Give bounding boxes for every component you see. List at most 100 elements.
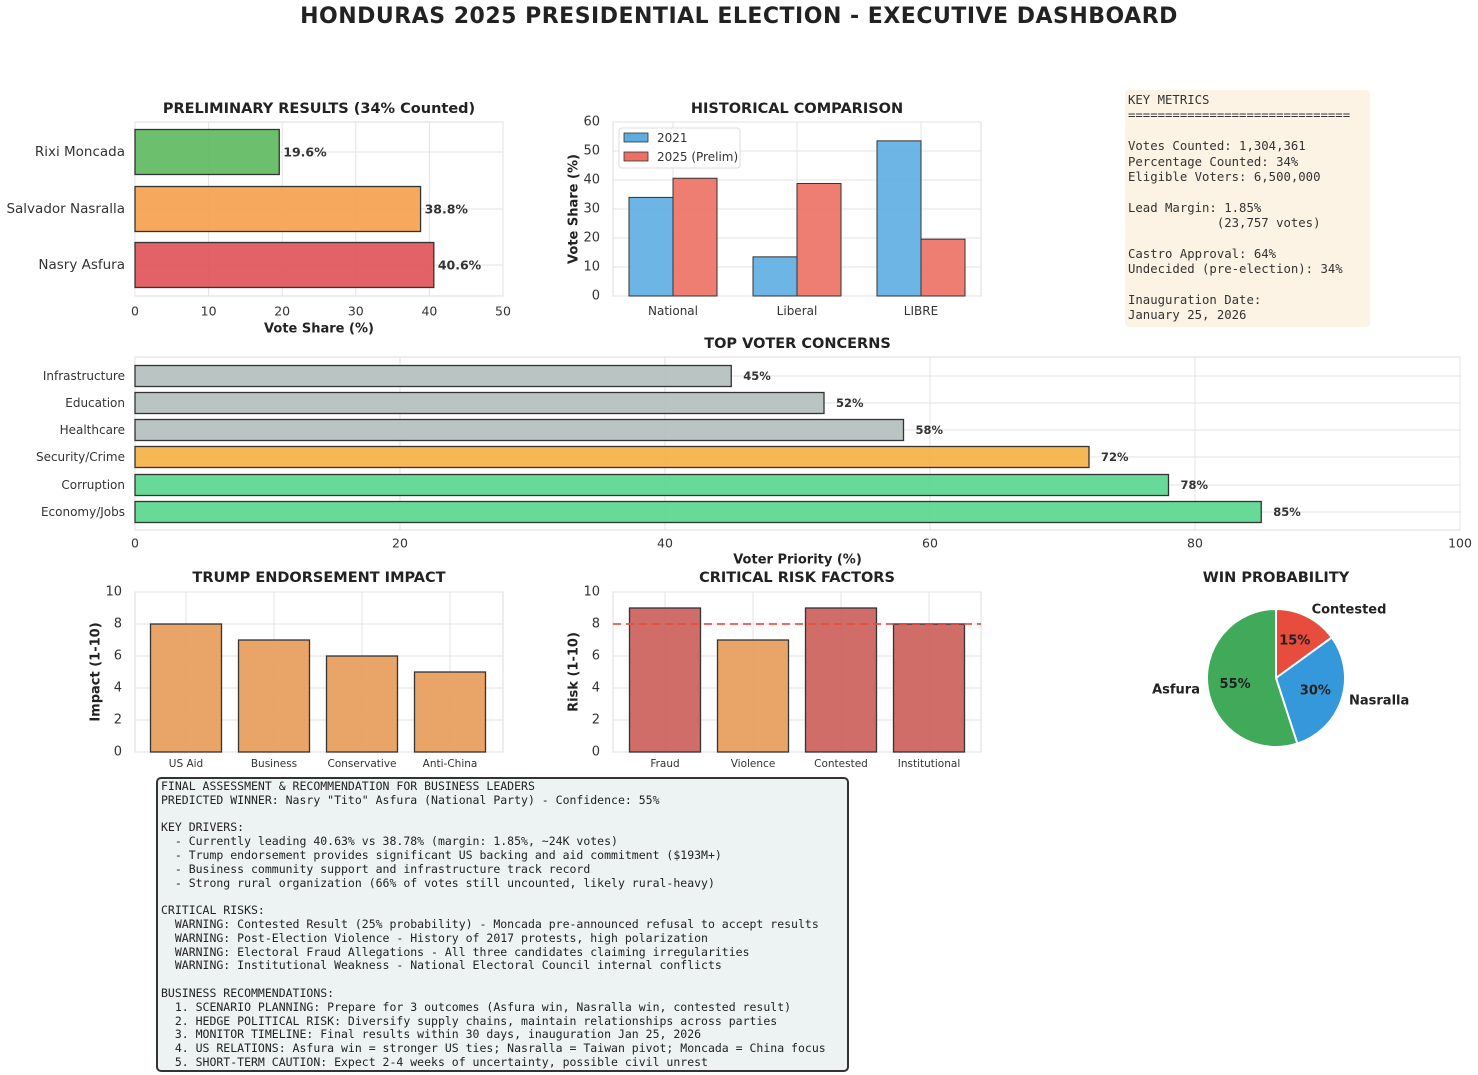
- x-tick-label: 60: [922, 536, 938, 551]
- value-label: 58%: [916, 423, 944, 437]
- y-axis-label: Vote Share (%): [567, 154, 582, 264]
- x-tick-label: 40: [421, 304, 437, 319]
- x-tick-label: Institutional: [898, 758, 961, 770]
- bar-economy-jobs: [134, 500, 1262, 524]
- assessment-line: [161, 973, 847, 987]
- x-tick-label: 40: [657, 536, 673, 551]
- dashboard-title: HONDURAS 2025 PRESIDENTIAL ELECTION - EX…: [300, 4, 1178, 29]
- category-label: Healthcare: [60, 423, 125, 437]
- assessment-line: 1. SCENARIO PLANNING: Prepare for 3 outc…: [161, 999, 792, 1014]
- value-label: 78%: [1181, 478, 1209, 492]
- y-tick-label: 6: [114, 649, 122, 664]
- y-axis-label: Risk (1-10): [567, 632, 582, 712]
- y-tick-label: 4: [114, 681, 122, 696]
- y-tick-label: 40: [583, 173, 600, 188]
- chart-title: WIN PROBABILITY: [1203, 570, 1350, 586]
- value-label: 40.6%: [438, 258, 482, 273]
- x-axis-label: Voter Priority (%): [733, 553, 862, 568]
- value-label: 72%: [1101, 450, 1129, 464]
- metrics-line: [1128, 232, 1370, 247]
- y-tick-label: 0: [114, 745, 122, 760]
- x-tick-label: 50: [495, 304, 511, 319]
- chart-title: CRITICAL RISK FACTORS: [699, 570, 895, 586]
- legend-label: 2025 (Prelim): [657, 150, 738, 164]
- bar-corruption: [134, 473, 1170, 497]
- x-tick-label: Violence: [731, 758, 776, 770]
- category-label: Salvador Nasralla: [6, 201, 125, 217]
- bar-security-crime: [134, 445, 1090, 469]
- bar-conservative: [325, 655, 399, 753]
- assessment-line: - Trump endorsement provides significant…: [161, 847, 722, 862]
- key-metrics-panel: KEY METRICS =============================…: [1125, 90, 1370, 327]
- assessment-line: WARNING: Contested Result (25% probabili…: [161, 916, 819, 931]
- category-label: Corruption: [61, 478, 125, 492]
- x-tick-label: Contested: [814, 758, 868, 770]
- metrics-line: Votes Counted: 1,304,361: [1128, 139, 1306, 154]
- y-axis-label: Impact (1-10): [89, 622, 104, 721]
- assessment-line: 2. HEDGE POLITICAL RISK: Diversify suppl…: [161, 1013, 778, 1028]
- assessment-line: 3. MONITOR TIMELINE: Final results withi…: [161, 1027, 702, 1042]
- chart-title: HISTORICAL COMPARISON: [691, 101, 903, 117]
- bar-infrastructure: [134, 364, 732, 388]
- x-tick-label: Liberal: [777, 304, 818, 318]
- bar-salvador-nasralla: [134, 185, 422, 233]
- bar-contested: [804, 607, 878, 753]
- y-tick-label: 8: [592, 617, 600, 632]
- legend: [618, 127, 741, 169]
- y-tick-label: 10: [583, 260, 600, 275]
- category-label: Economy/Jobs: [41, 505, 125, 519]
- pie-percent-label: 55%: [1220, 677, 1251, 692]
- value-label: 52%: [836, 396, 864, 410]
- bar-liberal-2025: [796, 182, 842, 297]
- metrics-line: ==============================: [1128, 108, 1351, 123]
- bar-education: [134, 391, 825, 415]
- legend-swatch: [623, 151, 649, 162]
- pie-category-label: Asfura: [1152, 683, 1200, 698]
- bar-us aid: [149, 623, 223, 753]
- x-tick-label: Business: [251, 758, 297, 770]
- legend-swatch: [623, 132, 649, 143]
- legend-label: 2021: [657, 131, 688, 145]
- metrics-line: January 25, 2026: [1128, 308, 1247, 323]
- metrics-line: Castro Approval: 64%: [1128, 246, 1277, 261]
- assessment-line: PREDICTED WINNER: Nasry "Tito" Asfura (N…: [161, 792, 660, 807]
- metrics-line: Undecided (pre-election): 34%: [1128, 262, 1343, 277]
- metrics-line: [1128, 124, 1370, 139]
- chart-title: TOP VOTER CONCERNS: [704, 336, 891, 352]
- metrics-line: (23,757 votes): [1128, 216, 1321, 231]
- category-label: Infrastructure: [43, 369, 125, 383]
- x-tick-label: 30: [348, 304, 364, 319]
- category-label: Nasry Asfura: [38, 257, 125, 273]
- assessment-line: BUSINESS RECOMMENDATIONS:: [161, 985, 335, 1000]
- y-tick-label: 10: [105, 585, 122, 600]
- y-tick-label: 50: [583, 144, 600, 159]
- x-tick-label: 80: [1187, 536, 1203, 551]
- assessment-line: FINAL ASSESSMENT & RECOMMENDATION FOR BU…: [161, 779, 535, 793]
- chart-title: TRUMP ENDORSEMENT IMPACT: [192, 570, 445, 586]
- assessment-line: WARNING: Electoral Fraud Allegations - A…: [161, 944, 750, 959]
- metrics-line: Percentage Counted: 34%: [1128, 154, 1299, 169]
- value-label: 85%: [1273, 505, 1301, 519]
- value-label: 38.8%: [425, 202, 469, 217]
- bar-national-2021: [628, 196, 674, 297]
- x-tick-label: 10: [201, 304, 217, 319]
- pie-percent-label: 15%: [1279, 634, 1310, 649]
- assessment-line: WARNING: Post-Election Violence - Histor…: [161, 930, 708, 945]
- y-tick-label: 6: [592, 649, 600, 664]
- y-tick-label: 4: [592, 681, 600, 696]
- assessment-line: 4. US RELATIONS: Asfura win = stronger U…: [161, 1041, 826, 1056]
- x-tick-label: National: [648, 304, 698, 318]
- x-tick-label: LIBRE: [904, 304, 938, 318]
- x-tick-label: Conservative: [327, 758, 396, 770]
- bar-national-2025: [672, 177, 718, 297]
- x-tick-label: Fraud: [650, 758, 679, 770]
- y-tick-label: 2: [592, 713, 600, 728]
- y-tick-label: 10: [583, 585, 600, 600]
- assessment-line: WARNING: Institutional Weakness - Nation…: [161, 958, 722, 973]
- x-axis-label: Vote Share (%): [264, 322, 374, 337]
- metrics-line: [1128, 278, 1370, 293]
- metrics-line: [1128, 185, 1370, 200]
- y-tick-label: 30: [583, 202, 600, 217]
- bar-business: [237, 639, 311, 753]
